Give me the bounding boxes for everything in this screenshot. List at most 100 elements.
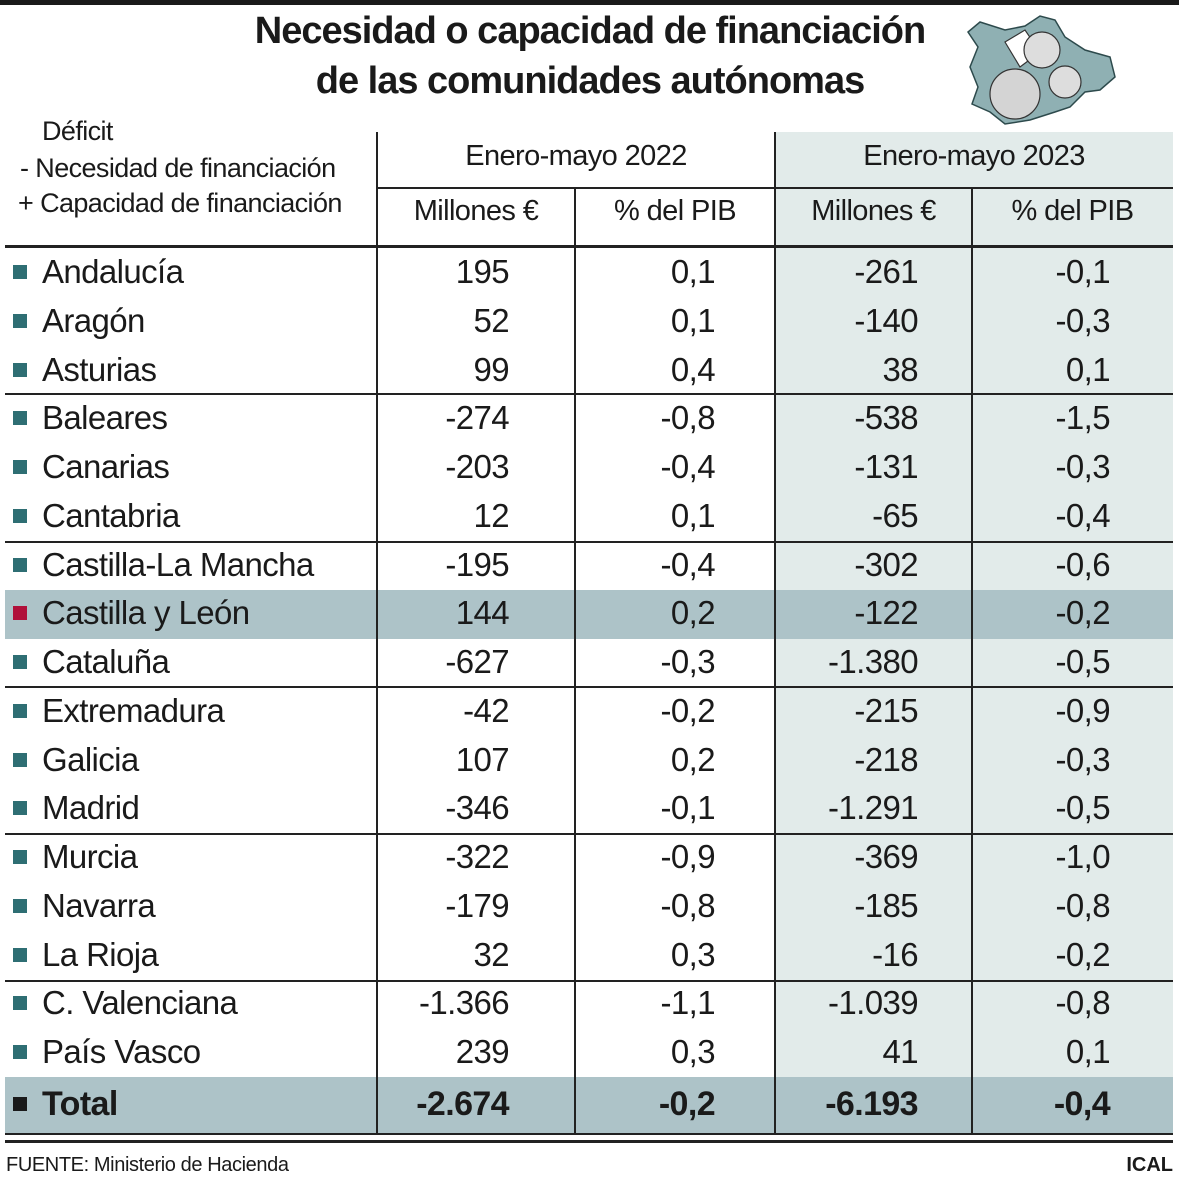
pib-2023: 0,1 — [1065, 350, 1111, 388]
millones-2023: -261 — [854, 253, 918, 290]
highlight-row-band — [5, 590, 1173, 639]
region-name: Cantabria — [42, 496, 180, 534]
pib-2022: 0,2 — [670, 594, 716, 632]
pib-2022: -0,8 — [660, 399, 716, 437]
square-bullet-icon — [13, 313, 27, 328]
header-2023: Enero-mayo 2023 — [863, 140, 1085, 172]
pib-2023: -0,3 — [1055, 301, 1111, 339]
subheader-pib-2022: % del PIB — [614, 195, 737, 227]
total-millones-2022: -2.674 — [416, 1085, 509, 1123]
divider — [376, 132, 378, 1133]
millones-2023: -122 — [854, 594, 918, 632]
legend-deficit: Déficit — [42, 116, 113, 146]
pib-2023: -0,6 — [1055, 545, 1111, 583]
millones-2022: 99 — [473, 350, 509, 388]
millones-2022: -274 — [445, 399, 509, 437]
millones-2022: -1.366 — [419, 984, 510, 1022]
title-line-1: Necesidad o capacidad de financiación — [254, 10, 926, 52]
subheader-millones-2023: Millones € — [811, 195, 936, 227]
pib-2022: 0,4 — [670, 350, 716, 388]
pib-2022: -1,1 — [660, 984, 716, 1022]
millones-2022: 195 — [455, 253, 510, 290]
divider — [5, 686, 1173, 688]
table-row: Madrid -346 -0,1 -1.291 -0,5 — [5, 784, 1173, 833]
region-name: Andalucía — [42, 253, 184, 290]
square-bullet-icon — [13, 460, 27, 475]
square-bullet-icon — [13, 801, 27, 816]
divider — [377, 187, 1173, 189]
millones-2023: -65 — [872, 496, 919, 534]
pib-2022: -0,9 — [660, 838, 716, 876]
divider — [5, 541, 1173, 543]
millones-2022: 239 — [455, 1033, 510, 1071]
table-row: Galicia 107 0,2 -218 -0,3 — [5, 736, 1173, 785]
millones-2022: -203 — [445, 448, 509, 486]
table-row: Castilla y León 144 0,2 -122 -0,2 — [5, 589, 1173, 638]
millones-2022: -322 — [445, 838, 509, 876]
millones-2022: 144 — [455, 594, 510, 632]
millones-2022: -346 — [445, 789, 509, 827]
pib-2022: 0,1 — [670, 496, 716, 534]
pib-2022: -0,2 — [660, 691, 716, 729]
total-pib-2023: -0,4 — [1053, 1085, 1111, 1123]
divider — [5, 393, 1173, 395]
credit: ICAL — [1126, 1154, 1173, 1176]
square-bullet-icon — [13, 996, 27, 1011]
square-bullet-icon — [13, 850, 27, 865]
pib-2023: -0,2 — [1055, 935, 1111, 973]
subheader-pib-2023: % del PIB — [1011, 195, 1135, 227]
region-name: Castilla y León — [42, 594, 250, 632]
pib-2023: -0,1 — [1055, 253, 1111, 290]
pib-2022: -0,1 — [660, 789, 716, 827]
top-rule — [0, 0, 1179, 5]
total-label: Total — [42, 1085, 118, 1123]
pib-2023: -0,8 — [1055, 886, 1111, 924]
map-coins-icon — [967, 15, 1116, 125]
pib-2022: -0,8 — [660, 886, 716, 924]
table-row: Murcia -322 -0,9 -369 -1,0 — [5, 833, 1173, 882]
table-row: Cataluña -627 -0,3 -1.380 -0,5 — [5, 638, 1173, 687]
divider — [971, 188, 973, 1133]
square-bullet-icon — [13, 508, 27, 523]
region-name: C. Valenciana — [42, 984, 238, 1022]
millones-2023: -1.380 — [828, 643, 919, 681]
divider — [5, 245, 1173, 248]
table-row: La Rioja 32 0,3 -16 -0,2 — [5, 931, 1173, 980]
region-name: La Rioja — [42, 935, 159, 973]
millones-2023: -185 — [854, 886, 918, 924]
millones-2023: -1.039 — [828, 984, 919, 1022]
pib-2023: -0,4 — [1055, 496, 1111, 534]
region-name: Murcia — [42, 838, 138, 876]
millones-2023: 41 — [882, 1033, 918, 1071]
square-bullet-icon — [13, 265, 27, 279]
pib-2023: -0,8 — [1055, 984, 1111, 1022]
pib-2022: 0,3 — [670, 1033, 716, 1071]
table-row: Castilla-La Mancha -195 -0,4 -302 -0,6 — [5, 541, 1173, 590]
table-row: Aragón 52 0,1 -140 -0,3 — [5, 297, 1173, 346]
square-bullet-icon — [13, 606, 27, 621]
region-name: Aragón — [42, 301, 145, 339]
total-row-band — [5, 1077, 1173, 1133]
millones-2023: -131 — [854, 448, 918, 486]
millones-2022: -179 — [445, 886, 509, 924]
divider — [574, 188, 576, 1133]
millones-2023: -538 — [854, 399, 918, 437]
region-name: Asturias — [42, 350, 157, 388]
millones-2022: 107 — [455, 740, 510, 778]
square-bullet-icon — [13, 703, 27, 718]
pib-2022: -0,3 — [660, 643, 716, 681]
header-2022: Enero-mayo 2022 — [465, 140, 687, 172]
pib-2023: -0,3 — [1055, 740, 1111, 778]
millones-2023: 38 — [882, 350, 918, 388]
pib-2023: -0,5 — [1055, 789, 1111, 827]
millones-2023: -140 — [854, 301, 918, 339]
square-bullet-icon — [13, 947, 27, 962]
divider — [774, 132, 776, 1133]
source-note: FUENTE: Ministerio de Hacienda — [6, 1154, 289, 1176]
pib-2022: 0,1 — [670, 253, 716, 290]
table-row: Navarra -179 -0,8 -185 -0,8 — [5, 882, 1173, 931]
table-row: Asturias 99 0,4 38 0,1 — [5, 346, 1173, 395]
millones-2023: -218 — [854, 740, 918, 778]
millones-2022: 52 — [473, 301, 509, 339]
millones-2023: -369 — [854, 838, 918, 876]
